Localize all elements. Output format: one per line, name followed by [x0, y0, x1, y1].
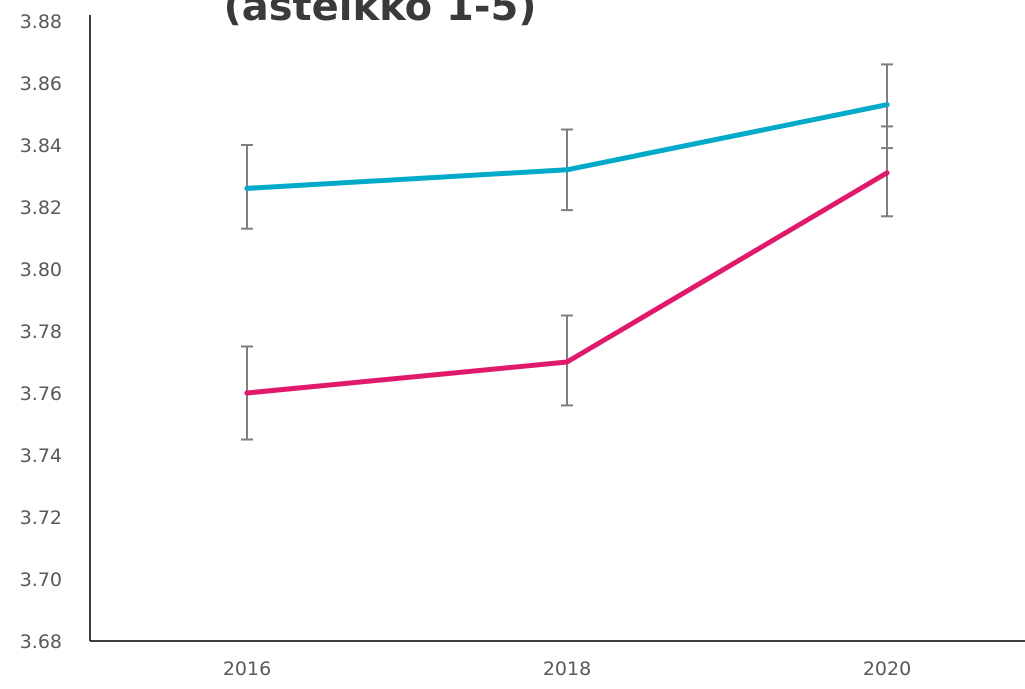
y-tick-label: 3.88	[20, 11, 62, 33]
y-tick-label: 3.74	[20, 445, 62, 467]
y-tick-label: 3.78	[20, 321, 62, 343]
chart-title: (asteikko 1-5)	[223, 0, 536, 30]
data-point	[884, 102, 890, 108]
series-layer	[241, 63, 893, 441]
y-tick-label: 3.80	[20, 259, 62, 281]
data-point	[564, 167, 570, 173]
x-tick-label: 2018	[543, 658, 591, 680]
y-tick-label: 3.72	[20, 507, 62, 529]
y-tick-label: 3.84	[20, 135, 62, 157]
y-tick-label: 3.82	[20, 197, 62, 219]
data-point	[244, 390, 250, 396]
y-tick-label: 3.68	[20, 631, 62, 653]
data-point	[884, 170, 890, 176]
x-tick-label: 2020	[863, 658, 911, 680]
x-tick-label: 2016	[223, 658, 271, 680]
series-2	[241, 125, 893, 441]
y-tick-label: 3.70	[20, 569, 62, 591]
y-tick-label: 3.76	[20, 383, 62, 405]
x-axis-tick-labels: 2016 2018 2020	[223, 658, 911, 680]
y-axis-tick-labels: 3.68 3.70 3.72 3.74 3.76 3.78 3.80 3.82 3.84 3.86…	[20, 11, 62, 653]
y-tick-label: 3.86	[20, 73, 62, 95]
data-point	[244, 185, 250, 191]
data-point	[564, 359, 570, 365]
series-1	[241, 63, 893, 230]
